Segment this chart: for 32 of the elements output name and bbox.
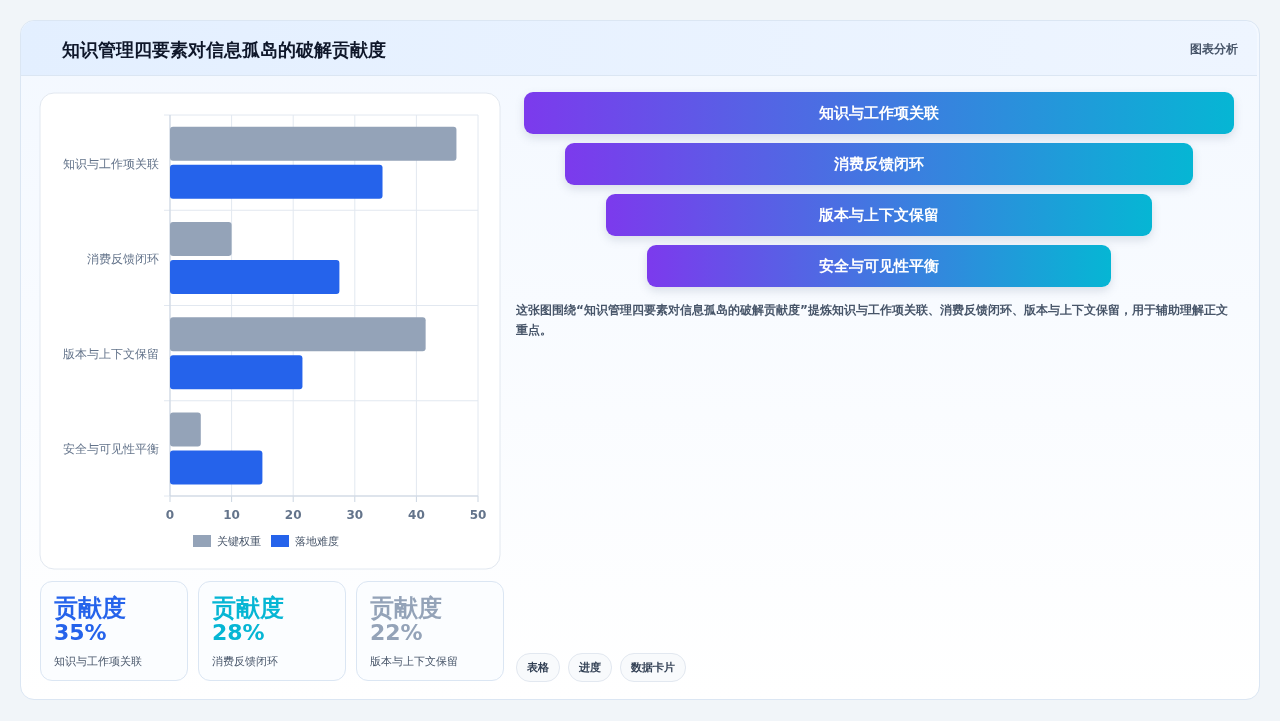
y-tick-label: 版本与上下文保留 <box>63 347 159 362</box>
category-label: 安全与可见性平衡 <box>647 245 1111 287</box>
text: 表格 <box>516 653 560 682</box>
text: 这张图围绕“知识管理四要素对信息孤岛的破解贡献度”提炼知识与工作项关联、消费反馈闭环、版本与上下文保留，用于辅助理解正文重点。 <box>516 302 1229 339</box>
bar <box>170 259 340 294</box>
bar <box>170 412 201 447</box>
x-tick-label: 30 <box>346 508 364 522</box>
bar <box>170 221 232 256</box>
y-tick-label: 安全与可见性平衡 <box>63 442 159 457</box>
x-tick-label: 10 <box>223 508 240 522</box>
x-tick-label: 0 <box>165 508 175 522</box>
y-tick-label: 消费反馈闭环 <box>87 251 159 266</box>
legend-label: 落地难度 <box>295 535 339 548</box>
text: 数据卡片 <box>620 653 686 682</box>
chart-title: 知识管理四要素对信息孤岛的破解贡献度 <box>61 39 386 60</box>
x-tick-label: 50 <box>469 508 487 522</box>
bar <box>170 317 426 352</box>
text: 图表分析 <box>1190 42 1238 56</box>
bar <box>170 450 263 485</box>
category-label: 消费反馈闭环 <box>212 654 278 669</box>
bar <box>170 164 383 199</box>
category-label: 版本与上下文保留 <box>370 654 458 669</box>
bar <box>170 355 303 390</box>
category-label: 消费反馈闭环 <box>565 143 1193 185</box>
x-tick-label: 40 <box>408 508 425 522</box>
bar <box>170 126 457 161</box>
y-tick-label: 知识与工作项关联 <box>63 156 159 171</box>
category-label: 知识与工作项关联 <box>524 92 1234 134</box>
legend-label: 关键权重 <box>217 535 261 548</box>
category-label: 版本与上下文保留 <box>606 194 1152 236</box>
text: 进度 <box>568 653 612 682</box>
x-tick-label: 20 <box>284 508 302 522</box>
